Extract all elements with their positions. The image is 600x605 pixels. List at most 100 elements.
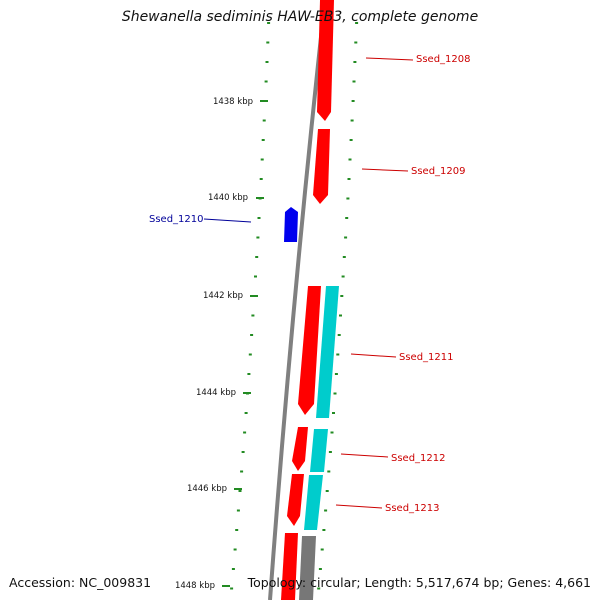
ring-tick [250, 334, 254, 336]
gene-unlabeled-arrow[interactable] [281, 533, 298, 600]
other-feature-bar[interactable] [299, 536, 316, 600]
kbp-scale: 1438 kbp 1440 kbp 1442 kbp 1444 kbp 1446… [175, 97, 268, 591]
kbp-tick [250, 295, 258, 297]
ring-tick [251, 314, 255, 317]
callout-line [361, 168, 409, 172]
ring-tick [346, 197, 350, 200]
gene-ssed-1209-arrow[interactable] [313, 129, 330, 204]
ring-tick [353, 61, 357, 63]
ring-tick [354, 41, 358, 44]
cds-feature-bar[interactable] [316, 286, 339, 418]
ring-tick [233, 548, 237, 551]
gene-label-ssed-1209[interactable]: Ssed_1209 [411, 166, 466, 177]
ring-tick [235, 529, 239, 531]
ring-tick [342, 256, 346, 258]
ring-tick [264, 80, 268, 83]
ring-tick [333, 392, 337, 395]
gene-ssed-1210-arrow[interactable] [284, 207, 298, 242]
inner-tick-ring [317, 22, 359, 590]
kbp-label: 1446 kbp [187, 484, 227, 494]
gene-ssed-1208-arrow[interactable] [317, 0, 334, 121]
ring-tick [328, 451, 332, 453]
genome-summary-label: Topology: circular; Length: 5,517,674 bp… [247, 575, 591, 590]
ring-tick [230, 587, 234, 590]
ring-tick [349, 139, 353, 141]
ring-tick [265, 61, 269, 63]
ring-tick [240, 470, 244, 473]
ring-tick [352, 80, 356, 83]
map-title: Shewanella sediminis HAW-EB3, complete g… [121, 9, 479, 25]
ring-tick [317, 587, 321, 590]
ring-tick [238, 490, 242, 492]
ring-tick [355, 22, 359, 24]
ring-tick [324, 509, 328, 512]
accession-label: Accession: NC_009831 [9, 575, 152, 590]
callout-line [350, 353, 397, 358]
ring-tick [340, 295, 344, 297]
ring-tick [256, 236, 260, 239]
ring-tick [243, 431, 247, 434]
outer-tick-ring [230, 22, 271, 590]
ring-tick [262, 119, 266, 122]
callout-line [365, 57, 414, 61]
gene-label-ssed-1210[interactable]: Ssed_1210 [149, 214, 204, 225]
ring-tick [336, 353, 340, 356]
ring-tick [241, 451, 245, 453]
cds-feature-bar[interactable] [310, 429, 328, 472]
ring-tick [350, 119, 354, 122]
ring-tick [339, 314, 342, 317]
kbp-tick [260, 100, 268, 102]
ring-tick [322, 529, 326, 531]
kbp-label: 1440 kbp [208, 193, 248, 203]
kbp-label: 1448 kbp [175, 581, 215, 591]
cds-feature-bar[interactable] [304, 475, 323, 530]
kbp-tick [222, 585, 230, 587]
kbp-label: 1442 kbp [203, 291, 243, 301]
gene-ssed-1211-arrow[interactable] [298, 286, 321, 415]
ring-tick [337, 334, 341, 336]
ring-tick [261, 139, 265, 141]
kbp-label: 1444 kbp [196, 388, 236, 398]
gene-labels: Ssed_1208 Ssed_1209 Ssed_1210 Ssed_1211 … [149, 54, 471, 514]
ring-tick [348, 158, 352, 161]
ring-tick [231, 568, 235, 570]
ring-tick [236, 509, 240, 512]
ring-tick [260, 158, 264, 161]
ring-tick [248, 353, 252, 356]
ring-tick [318, 568, 322, 570]
gene-label-ssed-1213[interactable]: Ssed_1213 [385, 503, 440, 514]
gene-ssed-1212-arrow[interactable] [292, 427, 308, 471]
kbp-label: 1438 kbp [213, 97, 253, 107]
ring-tick [351, 100, 355, 102]
ring-tick [266, 41, 270, 44]
callout-line [335, 504, 383, 509]
ring-tick [341, 275, 345, 278]
ring-tick [332, 412, 335, 414]
ring-tick [257, 217, 261, 219]
gene-label-ssed-1208[interactable]: Ssed_1208 [416, 54, 471, 65]
ring-tick [255, 256, 259, 258]
ring-tick [345, 217, 349, 219]
gene-ssed-1213-arrow[interactable] [287, 474, 304, 526]
ring-tick [247, 373, 251, 375]
gene-label-ssed-1212[interactable]: Ssed_1212 [391, 453, 446, 464]
gene-label-ssed-1211[interactable]: Ssed_1211 [399, 352, 454, 363]
forward-strand-genes[interactable] [281, 0, 334, 600]
ring-tick [320, 548, 324, 551]
kbp-tick [256, 197, 264, 199]
callout-line [340, 453, 389, 458]
ring-tick [254, 275, 257, 278]
ring-tick [244, 412, 248, 414]
callout-line [203, 218, 252, 223]
cds-features[interactable] [304, 286, 339, 530]
ring-tick [330, 431, 334, 434]
genome-backbone [268, 0, 327, 601]
ring-tick [347, 178, 351, 180]
ring-tick [267, 22, 271, 24]
ring-tick [344, 236, 348, 239]
kbp-tick [243, 392, 251, 394]
ring-tick [259, 178, 263, 180]
ring-tick [325, 490, 329, 492]
